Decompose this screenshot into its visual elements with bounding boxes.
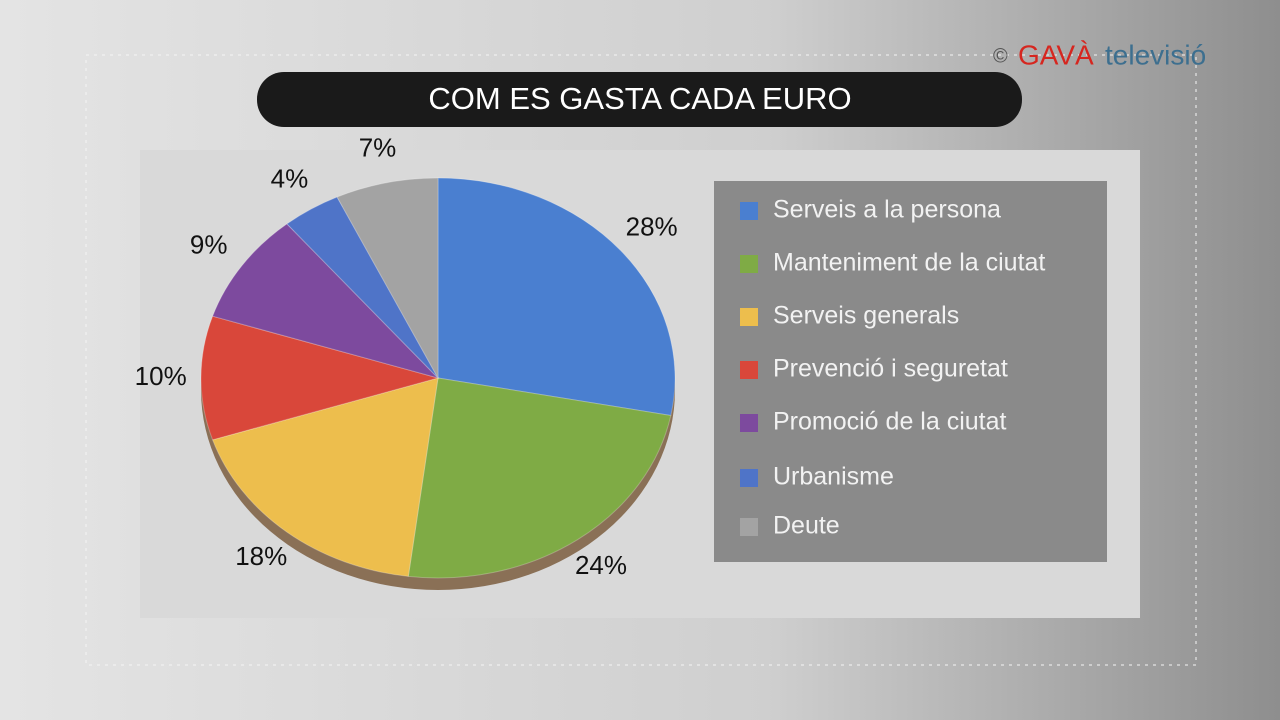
pie-slice <box>437 177 676 417</box>
legend-swatch <box>740 414 758 432</box>
legend-label: Urbanisme <box>773 463 894 491</box>
chart-title: COM ES GASTA CADA EURO <box>428 81 851 116</box>
data-label: 28% <box>626 212 678 242</box>
watermark-suffix: televisió <box>1105 39 1206 70</box>
watermark-brand: GAVÀ <box>1018 39 1094 70</box>
frame <box>85 54 1197 666</box>
data-label: 7% <box>359 133 397 163</box>
data-label: 4% <box>271 163 309 193</box>
legend-swatch <box>740 361 758 379</box>
legend <box>714 181 1107 562</box>
legend-label: Serveis a la persona <box>773 196 1001 224</box>
legend-label: Deute <box>773 512 840 540</box>
data-label: 18% <box>235 541 287 571</box>
legend-swatch <box>740 308 758 326</box>
pie-slice <box>200 315 440 441</box>
legend-label: Serveis generals <box>773 302 959 330</box>
legend-label: Manteniment de la ciutat <box>773 249 1045 277</box>
legend-label: Prevenció i seguretat <box>773 355 1008 383</box>
data-label: 10% <box>135 361 187 391</box>
legend-swatch <box>740 469 758 487</box>
legend-swatch <box>740 202 758 220</box>
title-bar <box>257 72 1022 127</box>
pie-slice <box>211 223 440 379</box>
data-label: 24% <box>575 550 627 580</box>
data-label: 9% <box>190 229 228 259</box>
pie-slice <box>336 177 439 380</box>
pie-slice <box>211 377 439 577</box>
legend-label: Promoció de la ciutat <box>773 408 1007 436</box>
pie-slice <box>286 196 439 379</box>
pie-slice <box>407 377 672 579</box>
legend-swatch <box>740 255 758 273</box>
watermark-symbol: © <box>993 45 1008 67</box>
legend-swatch <box>740 518 758 536</box>
